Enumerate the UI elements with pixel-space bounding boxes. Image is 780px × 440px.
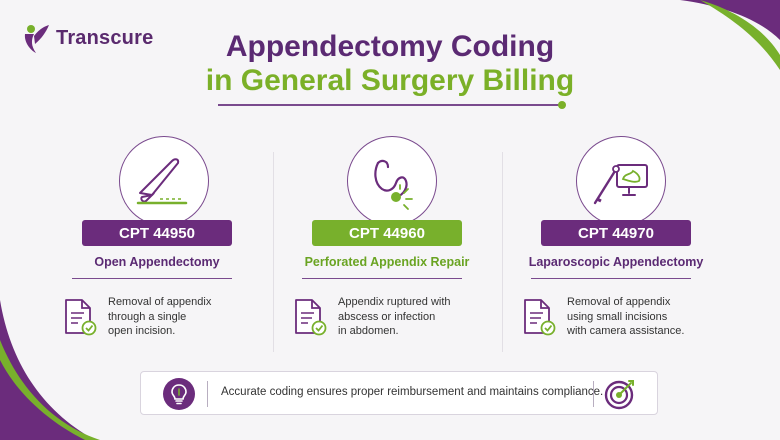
column-divider — [502, 152, 503, 352]
target-icon — [604, 380, 634, 410]
brand-name: Transcure — [56, 26, 154, 49]
banner-divider — [593, 381, 594, 407]
title-underline — [218, 104, 560, 106]
cpt-code-badge: CPT 44950 — [82, 220, 232, 246]
procedure-underline — [302, 278, 462, 279]
page-subtitle: in General Surgery Billing — [205, 64, 575, 97]
procedure-description: Removal of appendix using small incision… — [567, 296, 685, 337]
banner-divider — [207, 381, 208, 407]
banner-message: Accurate coding ensures proper reimburse… — [221, 386, 604, 398]
checked-document-icon — [65, 299, 97, 336]
page-title: Appendectomy Coding — [225, 30, 555, 63]
cpt-code-badge: CPT 44960 — [312, 220, 462, 246]
procedure-description: Appendix ruptured with abscess or infect… — [338, 296, 451, 337]
scalpel-icon — [119, 136, 209, 226]
checked-document-icon — [295, 299, 327, 336]
lightbulb-icon — [163, 378, 195, 410]
transcure-logo-icon — [24, 25, 49, 53]
laparoscope-monitor-icon — [576, 136, 666, 226]
procedure-description: Removal of appendix through a single ope… — [108, 296, 212, 337]
column-divider — [273, 152, 274, 352]
procedure-underline — [72, 278, 232, 279]
cpt-code-badge: CPT 44970 — [541, 220, 691, 246]
procedure-name: Laparoscopic Appendectomy — [528, 255, 704, 269]
checked-document-icon — [524, 299, 556, 336]
perforated-appendix-icon — [347, 136, 437, 226]
brand-logo: Transcure — [22, 22, 153, 54]
title-underline-dot — [558, 101, 566, 109]
procedure-name: Perforated Appendix Repair — [304, 255, 470, 269]
procedure-name: Open Appendectomy — [94, 255, 220, 269]
compliance-banner: Accurate coding ensures proper reimburse… — [140, 371, 658, 415]
procedure-underline — [531, 278, 691, 279]
